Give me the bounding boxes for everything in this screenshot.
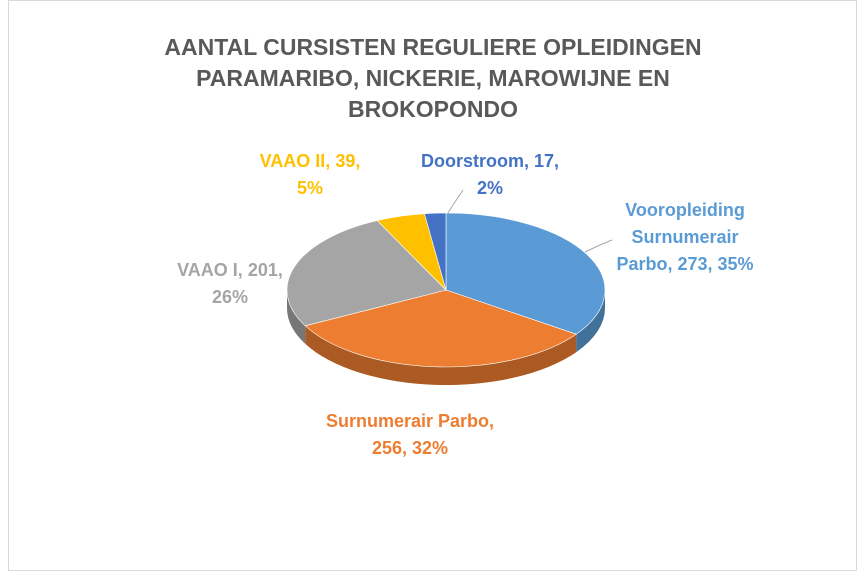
- slice-side-shade: [287, 290, 306, 344]
- slice-side-shade: [305, 325, 577, 385]
- label-percent: 5%: [296, 178, 323, 198]
- label-percent: 32%: [412, 438, 449, 458]
- slice: [424, 212, 447, 291]
- label-category: VAAO I: [177, 260, 238, 280]
- leader-line: [445, 189, 464, 217]
- label-percent: 26%: [211, 287, 249, 307]
- data-label: VAAO I, 201, 26%: [177, 260, 283, 307]
- data-label: Vooropleiding Surnumerair Parbo, 273, 35…: [616, 200, 754, 274]
- label-category: VAAO II: [259, 151, 326, 171]
- label-category: Vooropleiding Surnumerair Parbo: [616, 200, 745, 274]
- data-label: Surnumerair Parbo, 256, 32%: [325, 411, 495, 458]
- label-value: 39: [335, 151, 356, 171]
- label-value: 17: [533, 151, 555, 171]
- label-value: 256: [371, 438, 402, 458]
- label-category: Doorstroom: [420, 151, 524, 171]
- label-percent: 2%: [476, 178, 503, 198]
- slice-side: [287, 290, 306, 344]
- label-percent: 35%: [717, 254, 754, 274]
- slice-side-shade: [576, 290, 605, 353]
- data-label: VAAO II, 39, 5%: [259, 151, 361, 198]
- data-label: Doorstroom, 17, 2%: [420, 151, 560, 198]
- slice: [304, 289, 577, 368]
- slice-side: [576, 290, 605, 353]
- slice-side: [305, 325, 577, 385]
- label-category: Surnumerair Parbo: [325, 411, 490, 431]
- label-value: 201: [247, 260, 278, 280]
- slice: [286, 220, 447, 327]
- label-value: 273: [677, 254, 708, 274]
- chart-title: AANTAL CURSISTEN REGULIERE OPLEIDINGEN P…: [164, 34, 702, 122]
- leader-line: [584, 239, 613, 253]
- slice: [445, 212, 606, 335]
